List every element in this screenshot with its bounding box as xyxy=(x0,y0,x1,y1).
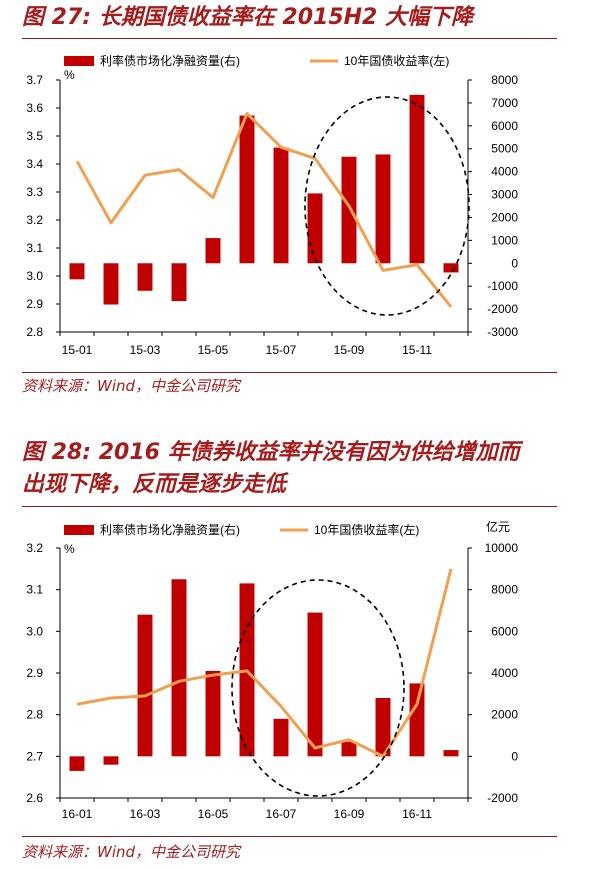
bar xyxy=(443,263,459,273)
legend-line-label: 10年国债收益率(左) xyxy=(314,522,419,537)
legend-bar-label: 利率债市场化净融资量(右) xyxy=(100,53,240,68)
right-tick-label: 3000 xyxy=(491,188,518,202)
x-tick-label: 16-11 xyxy=(402,807,432,821)
bar xyxy=(205,670,221,757)
left-tick-label: 2.6 xyxy=(26,791,43,805)
bar xyxy=(137,263,153,291)
right-tick-label: 2000 xyxy=(491,708,518,722)
bar xyxy=(273,147,289,264)
figure-27-title: 图 27: 长期国债收益率在 2015H2 大幅下降 xyxy=(22,5,474,30)
figure-27-source: 资料来源：Wind，中金公司研究 xyxy=(22,377,241,395)
bar xyxy=(171,263,187,302)
right-tick-label: 6000 xyxy=(491,119,518,133)
left-tick-label: 3.0 xyxy=(26,624,43,638)
title-rule xyxy=(22,38,557,39)
bar xyxy=(103,263,119,305)
figure-28-title-line2: 出现下降，反而是逐步走低 xyxy=(22,472,287,497)
bar xyxy=(341,741,357,757)
bar xyxy=(239,115,255,264)
bar xyxy=(409,94,425,264)
bar xyxy=(171,579,187,757)
yield-line xyxy=(76,568,453,758)
legend-line-label: 10年国债收益率(左) xyxy=(344,53,449,68)
right-tick-label: 0 xyxy=(511,256,518,270)
left-tick-label: 3.0 xyxy=(26,269,43,283)
figure-28-source: 资料来源：Wind，中金公司研究 xyxy=(22,843,241,861)
left-tick-label: 3.1 xyxy=(26,241,43,255)
source-rule xyxy=(22,372,557,373)
chart-1: 2.8 2.9 3.0 3.1 3.2 3.3 3.4 3.5 3.6 3.7 -3000 -2000… xyxy=(26,53,518,357)
bar xyxy=(103,756,119,765)
bar xyxy=(375,698,391,757)
left-tick-label: 2.8 xyxy=(26,325,43,339)
bar xyxy=(137,614,153,757)
legend-bar-swatch xyxy=(64,56,94,66)
x-tick-label: 15-03 xyxy=(130,343,161,357)
left-axis-unit: % xyxy=(64,542,75,556)
left-tick-label: 2.9 xyxy=(26,666,43,680)
left-tick-label: 2.8 xyxy=(26,708,43,722)
highlight-ellipse xyxy=(304,96,470,316)
left-axis-unit: % xyxy=(64,68,75,82)
source-rule xyxy=(22,836,557,837)
left-tick-label: 3.7 xyxy=(26,73,43,87)
right-tick-label: 1000 xyxy=(491,233,518,247)
x-tick-label: 16-01 xyxy=(62,807,93,821)
bar xyxy=(409,683,425,757)
right-tick-label: 10000 xyxy=(485,541,519,555)
x-tick-label: 16-07 xyxy=(266,807,297,821)
figure-28-title-line1: 图 28: 2016 年债券收益率并没有因为供给增加而 xyxy=(22,440,520,465)
highlight-ellipse xyxy=(231,579,405,797)
left-tick-label: 3.6 xyxy=(26,101,43,115)
right-tick-label: 8000 xyxy=(491,73,518,87)
bar xyxy=(205,238,221,264)
right-tick-label: -3000 xyxy=(487,325,518,339)
legend-bar-swatch xyxy=(64,525,94,535)
right-tick-label: 2000 xyxy=(491,210,518,224)
left-tick-label: 2.9 xyxy=(26,297,43,311)
right-tick-label: 5000 xyxy=(491,142,518,156)
x-tick-label: 15-11 xyxy=(402,343,432,357)
right-tick-label: 0 xyxy=(511,749,518,763)
x-tick-label: 15-05 xyxy=(198,343,229,357)
right-tick-label: -2000 xyxy=(487,302,518,316)
left-tick-label: 2.7 xyxy=(26,749,43,763)
x-tick-label: 16-03 xyxy=(130,807,161,821)
x-tick-label: 15-09 xyxy=(334,343,365,357)
right-tick-label: 8000 xyxy=(491,583,518,597)
bar xyxy=(69,263,85,280)
legend-bar-label: 利率债市场化净融资量(右) xyxy=(100,522,240,537)
bar xyxy=(443,750,459,757)
title-rule xyxy=(22,506,557,507)
left-tick-label: 3.4 xyxy=(26,157,43,171)
yield-line xyxy=(75,112,453,308)
right-tick-label: -1000 xyxy=(487,279,518,293)
chart-2: 2.6 2.7 2.8 2.9 3.0 3.1 3.2 -2000 0 2000 4000 6000 8… xyxy=(26,519,519,821)
bar xyxy=(69,756,85,771)
right-axis-unit: 亿元 xyxy=(486,519,510,534)
right-tick-label: 4000 xyxy=(491,666,518,680)
x-tick-label: 16-09 xyxy=(334,807,365,821)
right-tick-label: 4000 xyxy=(491,165,518,179)
x-tick-label: 15-01 xyxy=(62,343,93,357)
left-tick-label: 3.2 xyxy=(26,541,43,555)
bar xyxy=(273,718,289,757)
right-tick-label: -2000 xyxy=(487,791,518,805)
left-tick-label: 3.3 xyxy=(26,185,43,199)
left-tick-label: 3.5 xyxy=(26,129,43,143)
bar xyxy=(375,154,391,264)
left-tick-label: 3.1 xyxy=(26,583,43,597)
x-tick-label: 15-07 xyxy=(266,343,297,357)
right-tick-label: 6000 xyxy=(491,624,518,638)
bar xyxy=(307,193,323,264)
bar xyxy=(307,612,323,757)
left-tick-label: 3.2 xyxy=(26,213,43,227)
right-tick-label: 7000 xyxy=(491,96,518,110)
bar xyxy=(341,156,357,264)
x-tick-label: 16-05 xyxy=(198,807,229,821)
